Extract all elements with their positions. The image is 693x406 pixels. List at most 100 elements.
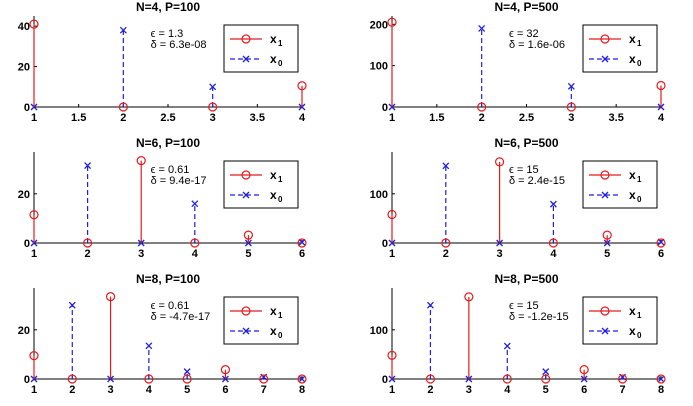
legend-x1-label: x	[629, 32, 636, 46]
x-tick-label: 4	[299, 112, 306, 124]
x1-stem-marker	[656, 374, 666, 384]
x-tick-label: 1	[31, 112, 37, 124]
x-tick-label: 1	[389, 248, 395, 260]
legend-x0-subscript: 0	[278, 331, 283, 340]
legend-x1-label: x	[270, 168, 277, 182]
legend-x1-subscript: 1	[278, 311, 283, 320]
x-tick-label: 6	[222, 384, 228, 396]
x0-marker-stroke	[145, 342, 153, 350]
y-tick-label: 20	[18, 62, 30, 74]
x0-stem-marker	[298, 375, 306, 383]
x-tick-label: 4	[146, 384, 153, 396]
legend: x 1x 0	[582, 296, 658, 345]
x-tick-label: 6	[299, 248, 305, 260]
x1-stem-marker	[502, 374, 512, 384]
x0-marker-stroke	[503, 342, 511, 350]
y-tick-label: 20	[18, 189, 30, 201]
x-tick-label: 2	[69, 384, 75, 396]
x-tick-label: 4	[550, 248, 557, 260]
legend-x0-marker	[242, 191, 250, 199]
x0-stem-marker	[478, 24, 486, 32]
legend-x0-label: x	[629, 188, 636, 202]
legend-x0-marker	[601, 55, 609, 63]
x-tick-label: 2	[479, 112, 485, 124]
legend-x0-marker	[601, 191, 609, 199]
x0-marker-stroke	[442, 162, 450, 170]
x0-marker-stroke	[209, 83, 217, 91]
x-tick-label: 3.5	[609, 112, 624, 124]
x0-marker-stroke	[542, 368, 550, 376]
x1-stem-marker	[617, 374, 628, 384]
legend-x1-label: x	[629, 304, 636, 318]
x-tick-label: 2	[85, 248, 91, 260]
x1-stem-marker	[579, 365, 589, 375]
legend-x0-subscript: 0	[278, 59, 283, 68]
legend-box	[223, 160, 299, 209]
x0-marker-stroke	[119, 26, 127, 34]
x-tick-label: 1.5	[71, 112, 86, 124]
legend-x0-subscript: 0	[637, 195, 642, 204]
x1-stem-marker	[602, 230, 612, 240]
legend-x0-marker	[242, 55, 250, 63]
legend-x0-subscript: 0	[637, 59, 642, 68]
x1-stem-marker	[29, 351, 39, 361]
x1-stem-marker	[656, 238, 666, 248]
legend-box	[223, 24, 299, 73]
legend-x1-marker	[600, 34, 610, 44]
x-tick-label: 3	[466, 384, 472, 396]
x-tick-label: 1	[389, 384, 395, 396]
x1-stem-marker	[29, 210, 39, 220]
x0-marker-stroke	[298, 238, 306, 246]
x-tick-label: 6	[658, 248, 664, 260]
delta-annotation: δ = 2.4e-15	[509, 175, 565, 187]
x1-stem-marker	[29, 19, 39, 29]
epsilon-annotation: ϵ = 15	[509, 300, 539, 312]
x-tick-label: 2	[443, 248, 449, 260]
x0-marker-stroke	[298, 375, 306, 383]
x1-stem-marker	[548, 238, 559, 248]
x0-marker-stroke	[183, 368, 191, 376]
x0-marker-stroke	[426, 301, 434, 309]
x0-stem-marker	[183, 368, 191, 376]
x1-stem-marker	[297, 238, 307, 248]
subplot-2: N=4, P=500 1 1.5 2 2.5 3 3.5 4 0 100 200 ϵ = 32δ = …	[370, 0, 666, 124]
x-tick-label: 1	[389, 112, 395, 124]
x0-stem-marker	[84, 162, 92, 169]
epsilon-annotation: ϵ = 15	[509, 164, 539, 176]
legend-x0-marker	[242, 327, 250, 335]
x0-stem-marker	[298, 238, 306, 246]
delta-annotation: δ = 9.4e-17	[151, 175, 207, 187]
x0-marker-stroke	[478, 24, 486, 32]
x0-stem-marker	[503, 342, 511, 350]
y-tick-label: 20	[18, 325, 30, 337]
x-tick-label: 1	[31, 384, 37, 396]
x1-stem-marker	[464, 292, 474, 302]
legend: x 1x 0	[582, 160, 658, 209]
x-tick-label: 3	[210, 112, 216, 124]
x-tick-label: 4	[192, 248, 199, 260]
y-tick-label: 0	[382, 238, 388, 250]
x1-stem-marker	[190, 238, 200, 248]
x1-stem-marker	[297, 81, 307, 91]
x1-stem-marker	[67, 374, 77, 384]
x1-stem-marker	[656, 80, 666, 91]
delta-annotation: δ = 1.6e-06	[509, 39, 565, 51]
x1-stem-marker	[243, 230, 253, 240]
legend-x1-marker	[241, 306, 251, 316]
x0-stem-marker	[68, 301, 76, 309]
x-tick-label: 1.5	[429, 112, 444, 124]
legend-x0-subscript: 0	[637, 331, 642, 340]
x-tick-label: 5	[543, 384, 549, 396]
x-tick-label: 5	[245, 248, 251, 260]
x0-marker-stroke	[68, 301, 76, 309]
x-tick-label: 3	[568, 112, 574, 124]
x1-stem-marker	[182, 374, 192, 384]
legend-x1-subscript: 1	[278, 39, 283, 48]
legend-x1-label: x	[629, 168, 636, 182]
y-tick-label: 0	[24, 102, 30, 114]
legend-x1-subscript: 1	[278, 175, 283, 184]
delta-annotation: δ = 6.3e-08	[151, 39, 207, 51]
